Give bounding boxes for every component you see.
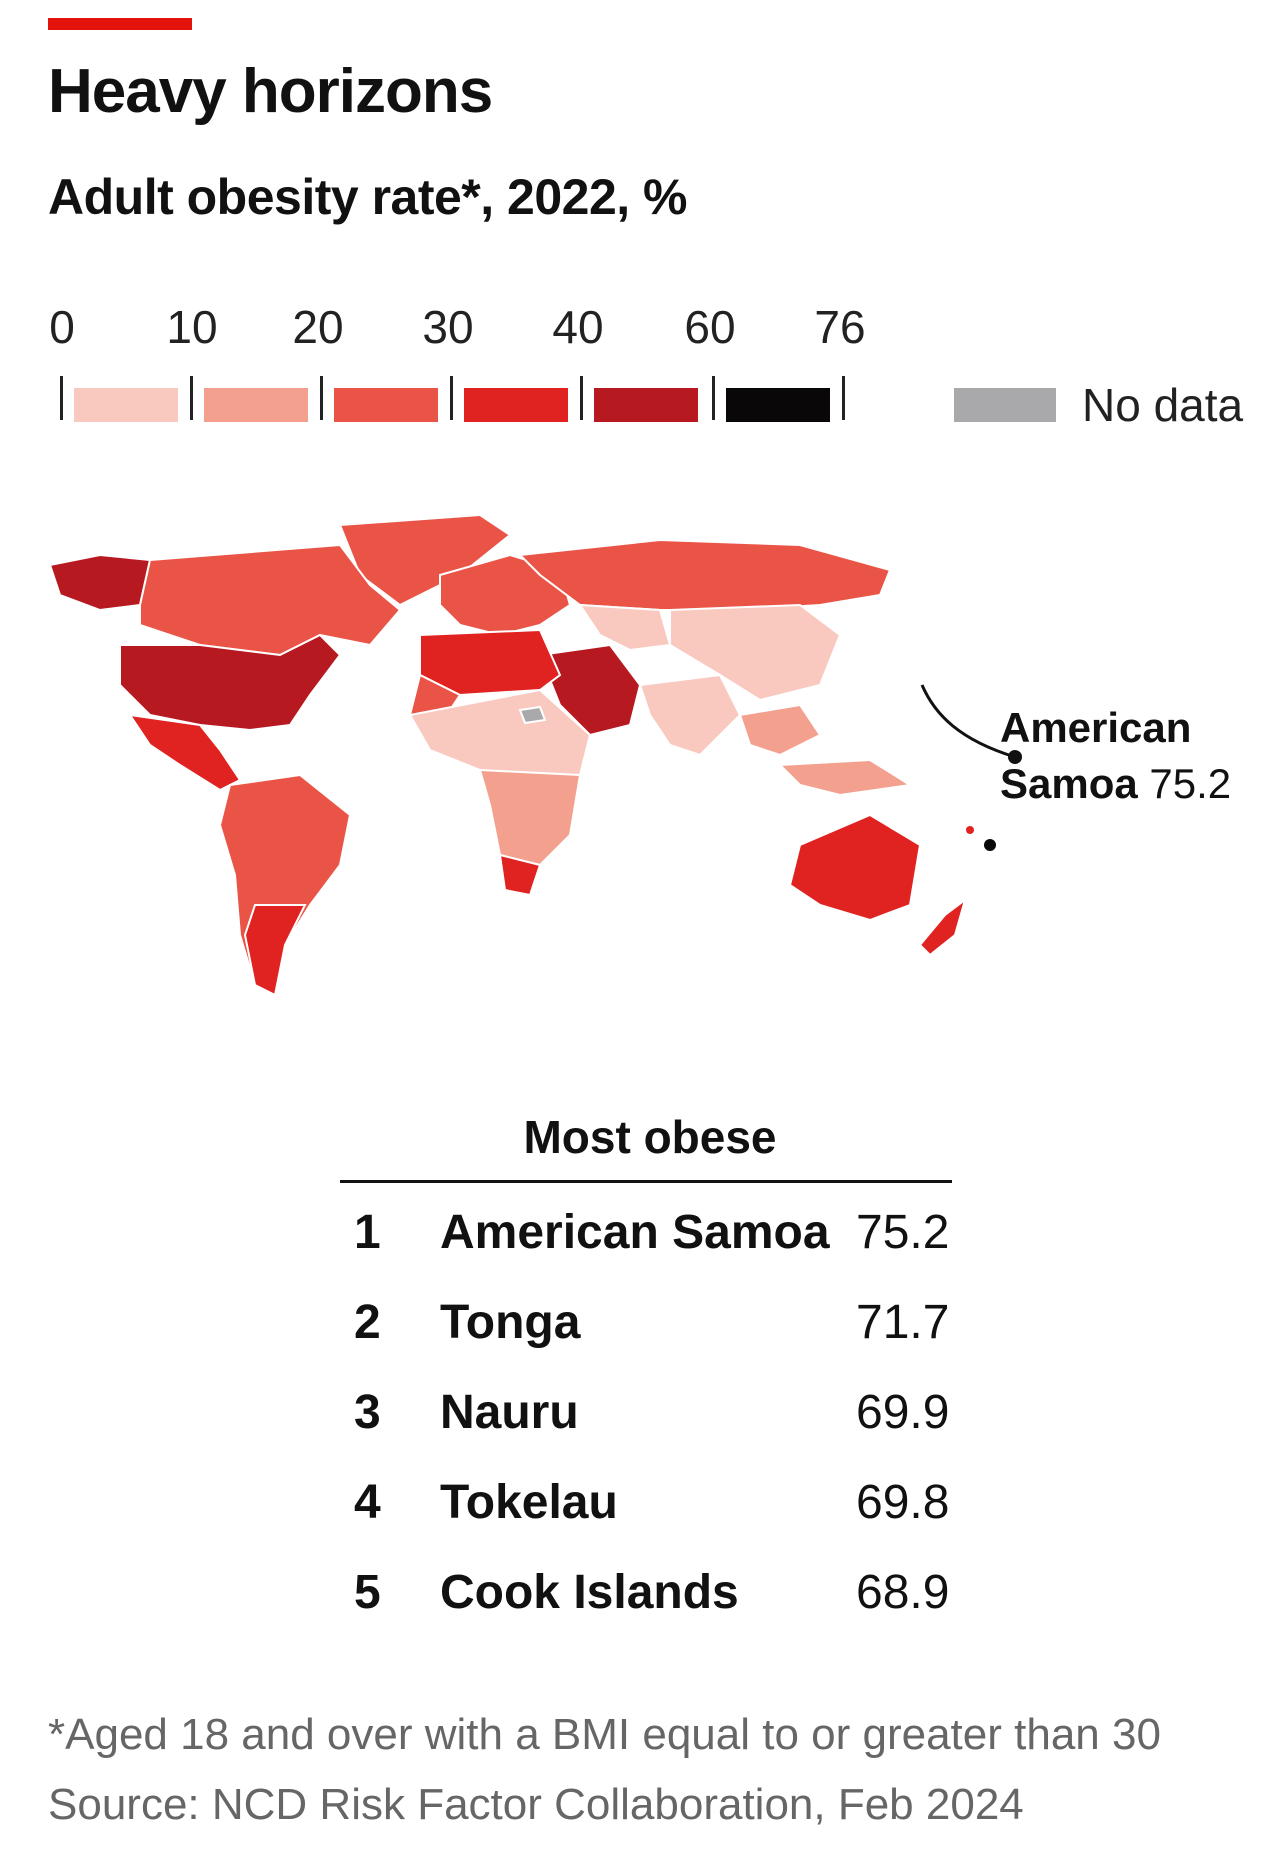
callout-country-name: Samoa (1000, 760, 1138, 807)
map-region (243, 904, 307, 997)
footnote: *Aged 18 and over with a BMI equal to or… (48, 1710, 1161, 1759)
map-region (517, 538, 892, 611)
legend-separator (60, 376, 63, 420)
row-value: 69.8 (856, 1476, 950, 1529)
map-region (638, 673, 742, 757)
table-row: 1 American Samoa 75.2 (340, 1205, 960, 1285)
chart-subtitle: Adult obesity rate*, 2022, % (48, 169, 688, 225)
row-country: Tokelau (440, 1476, 618, 1529)
callout-country-line2: Samoa 75.2 (1000, 756, 1231, 812)
legend-swatch-20-30 (334, 388, 438, 422)
no-data-label: No data (1082, 379, 1244, 431)
map-region (518, 705, 547, 725)
legend-tick-76: 76 (814, 301, 866, 353)
map-region (669, 603, 842, 702)
world-map (48, 515, 1022, 997)
legend-separator (320, 376, 323, 420)
legend-tick-20: 20 (292, 301, 344, 353)
row-value: 68.9 (856, 1566, 950, 1619)
legend-swatch-30-40 (464, 388, 568, 422)
map-region (478, 768, 582, 867)
table-row: 3 Nauru 69.9 (340, 1385, 960, 1465)
row-value: 69.9 (856, 1386, 950, 1439)
map-region (777, 758, 913, 797)
row-rank: 1 (354, 1206, 381, 1259)
color-legend: 0 10 20 30 40 60 76 No data (0, 300, 1284, 431)
legend-separator (190, 376, 193, 420)
accent-bar (48, 18, 192, 30)
map-region (218, 773, 352, 997)
row-rank: 2 (354, 1296, 381, 1349)
map-region (984, 839, 996, 851)
legend-swatch-10-20 (204, 388, 308, 422)
map-region (578, 603, 672, 652)
row-value: 75.2 (856, 1206, 950, 1259)
legend-swatch-0-10 (74, 388, 178, 422)
legend-tick-60: 60 (684, 301, 736, 353)
map-region (918, 897, 967, 957)
table-row: 2 Tonga 71.7 (340, 1295, 960, 1375)
map-region (498, 853, 542, 897)
legend-swatch-60-76 (726, 388, 830, 422)
source-note: Source: NCD Risk Factor Collaboration, F… (48, 1780, 1024, 1829)
row-country: American Samoa (440, 1206, 830, 1259)
legend-tick-0: 0 (49, 301, 75, 353)
legend-separator (842, 376, 845, 420)
chart-title: Heavy horizons (48, 57, 493, 126)
callout-leader-line (920, 684, 1016, 759)
legend-separator (712, 376, 715, 420)
table-rule (340, 1180, 952, 1183)
row-value: 71.7 (856, 1296, 950, 1349)
callout-value: 75.2 (1149, 760, 1232, 807)
legend-swatch-40-60 (594, 388, 698, 422)
map-region (119, 633, 342, 732)
table-row: 5 Cook Islands 68.9 (340, 1565, 960, 1645)
legend-separator (450, 376, 453, 420)
map-region (48, 553, 152, 612)
table-title: Most obese (523, 1111, 777, 1163)
legend-separator (580, 376, 583, 420)
row-country: Nauru (440, 1386, 579, 1439)
row-rank: 3 (354, 1386, 381, 1439)
legend-tick-30: 30 (422, 301, 474, 353)
callout-country-line1: American (1000, 704, 1192, 751)
map-region (538, 643, 642, 737)
table-row: 4 Tokelau 69.8 (340, 1475, 960, 1555)
american-samoa-callout: American Samoa 75.2 (1000, 700, 1231, 812)
map-region (738, 703, 822, 757)
legend-tick-40: 40 (552, 301, 604, 353)
no-data-swatch (954, 388, 1056, 422)
callout-marker (1008, 750, 1022, 764)
map-region (966, 826, 974, 834)
row-country: Cook Islands (440, 1566, 739, 1619)
legend-tick-10: 10 (166, 301, 218, 353)
row-country: Tonga (440, 1296, 581, 1349)
row-rank: 5 (354, 1566, 381, 1619)
row-rank: 4 (354, 1476, 381, 1529)
map-region (788, 813, 922, 922)
